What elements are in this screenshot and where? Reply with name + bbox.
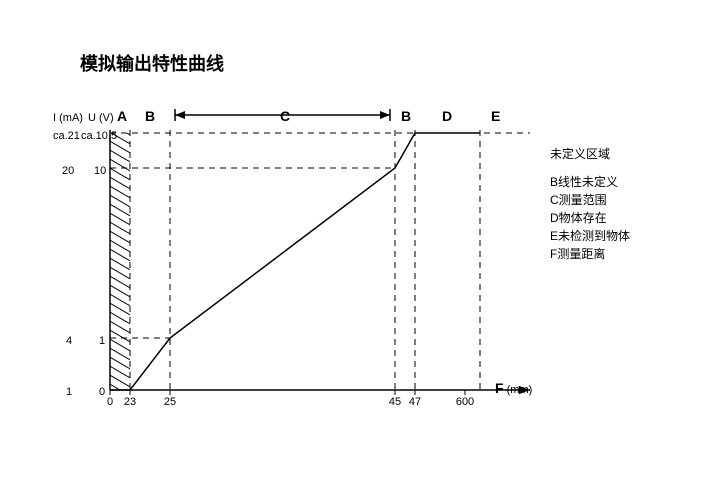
y-label-current: ca.21 [53,130,80,142]
x-tick-label: 23 [124,396,136,408]
y-label-voltage: 10 [94,165,106,177]
region-label-A: A [117,108,127,124]
x-axis-label: F (mm) [495,380,532,396]
y-label-voltage: 1 [99,335,105,347]
legend-item: D物体存在 [550,209,607,226]
region-label-C: C [280,108,290,124]
legend-item: E未检测到物体 [550,227,630,244]
x-tick-label: 45 [389,396,401,408]
x-tick-label: 47 [409,396,421,408]
legend-item: C测量范围 [550,191,607,208]
y-label-current: 1 [66,386,72,398]
y-label-voltage: 0 [99,386,105,398]
region-label-D: D [442,108,452,124]
x-tick-label: 600 [456,396,474,408]
legend-item: B线性未定义 [550,173,618,190]
y-label-current: 20 [62,165,74,177]
region-label-B: B [401,108,411,124]
y-axis-header: U (V) [88,112,114,124]
y-label-voltage: ca.10,5 [81,130,117,142]
legend-item: F测量距离 [550,245,605,262]
region-label-E: E [491,108,500,124]
characteristic-curve-chart [0,0,720,500]
x-tick-label: 25 [164,396,176,408]
region-label-B: B [145,108,155,124]
y-axis-header: I (mA) [53,112,83,124]
x-tick-label: 0 [107,396,113,408]
legend-item: 未定义区域 [550,145,610,162]
y-label-current: 4 [66,335,72,347]
